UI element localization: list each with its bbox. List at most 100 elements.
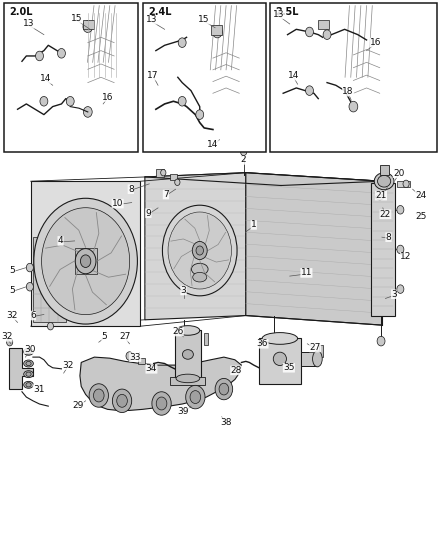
Ellipse shape [24, 360, 33, 367]
Text: 18: 18 [342, 87, 353, 96]
Circle shape [152, 392, 171, 415]
Circle shape [396, 285, 403, 293]
Circle shape [112, 389, 131, 413]
Circle shape [178, 38, 186, 47]
Text: 32: 32 [1, 333, 12, 341]
Text: 35: 35 [283, 364, 294, 372]
Circle shape [126, 352, 133, 360]
Circle shape [396, 245, 403, 254]
Bar [155, 169, 163, 177]
Text: 28: 28 [230, 366, 241, 375]
Bar [269, 3, 436, 152]
Circle shape [195, 110, 203, 119]
Ellipse shape [176, 374, 199, 383]
Text: 13: 13 [272, 10, 284, 19]
Text: 3: 3 [390, 290, 396, 298]
Circle shape [305, 86, 313, 95]
Circle shape [160, 169, 166, 176]
Circle shape [42, 208, 129, 314]
Text: 25: 25 [414, 213, 425, 221]
Text: 10: 10 [112, 199, 123, 208]
Text: 8: 8 [385, 233, 391, 241]
Polygon shape [245, 173, 381, 325]
Text: 15: 15 [198, 15, 209, 24]
Circle shape [192, 241, 207, 260]
Circle shape [156, 397, 166, 410]
Text: 14: 14 [40, 75, 52, 83]
Bar [174, 330, 201, 378]
Text: 30: 30 [24, 345, 35, 353]
Text: 9: 9 [145, 209, 151, 217]
Text: 13: 13 [145, 15, 157, 24]
Ellipse shape [373, 173, 393, 190]
Circle shape [35, 51, 43, 61]
Text: 6: 6 [30, 311, 36, 320]
Ellipse shape [26, 372, 31, 376]
Ellipse shape [192, 272, 206, 282]
Circle shape [34, 198, 137, 324]
Text: 22: 22 [379, 210, 390, 219]
Circle shape [151, 365, 156, 371]
Circle shape [26, 263, 33, 272]
Text: 3: 3 [180, 286, 186, 295]
Text: 32: 32 [7, 311, 18, 320]
Ellipse shape [377, 175, 390, 187]
Circle shape [190, 391, 200, 403]
Bar [170, 174, 177, 180]
Text: 17: 17 [147, 71, 158, 80]
Circle shape [212, 26, 222, 38]
Circle shape [219, 383, 228, 395]
Text: 5: 5 [101, 333, 107, 341]
Polygon shape [258, 338, 300, 384]
Bar [370, 183, 394, 316]
Text: 39: 39 [177, 407, 189, 416]
Bar [210, 25, 221, 35]
Circle shape [348, 101, 357, 112]
Polygon shape [9, 348, 33, 389]
Polygon shape [80, 357, 241, 410]
Ellipse shape [26, 361, 31, 366]
Circle shape [376, 336, 384, 346]
Circle shape [168, 212, 231, 289]
Bar [142, 3, 265, 152]
Text: 14: 14 [207, 141, 218, 149]
Circle shape [66, 96, 74, 106]
Ellipse shape [312, 351, 321, 367]
Bar [396, 181, 409, 187]
Text: 21: 21 [374, 191, 386, 200]
Bar [74, 248, 96, 274]
Text: 26: 26 [172, 327, 183, 336]
Bar [138, 358, 145, 364]
Circle shape [402, 180, 408, 188]
Text: 7: 7 [162, 190, 169, 199]
Circle shape [180, 338, 187, 346]
Text: 34: 34 [145, 365, 157, 373]
Text: 27: 27 [309, 343, 320, 352]
Text: 8: 8 [127, 185, 134, 193]
Text: 29: 29 [72, 401, 84, 409]
Text: 1: 1 [250, 221, 256, 229]
Circle shape [26, 282, 33, 291]
Ellipse shape [261, 333, 297, 344]
Text: 13: 13 [23, 20, 34, 28]
Circle shape [93, 389, 104, 402]
Polygon shape [31, 181, 140, 326]
Text: 14: 14 [287, 71, 298, 80]
Circle shape [89, 384, 108, 407]
Text: 27: 27 [119, 333, 131, 341]
Text: 2: 2 [240, 156, 246, 164]
Bar [204, 333, 207, 345]
Text: 38: 38 [220, 418, 231, 426]
Circle shape [396, 206, 403, 214]
Circle shape [305, 27, 313, 37]
Bar [170, 377, 205, 385]
Text: 32: 32 [62, 361, 74, 369]
Bar [318, 20, 328, 29]
Circle shape [162, 205, 237, 296]
Circle shape [83, 21, 92, 33]
Text: 2.4L: 2.4L [148, 7, 171, 17]
Ellipse shape [26, 350, 31, 354]
Circle shape [47, 322, 53, 330]
Text: 2.0L: 2.0L [10, 7, 33, 17]
Bar [33, 237, 66, 322]
